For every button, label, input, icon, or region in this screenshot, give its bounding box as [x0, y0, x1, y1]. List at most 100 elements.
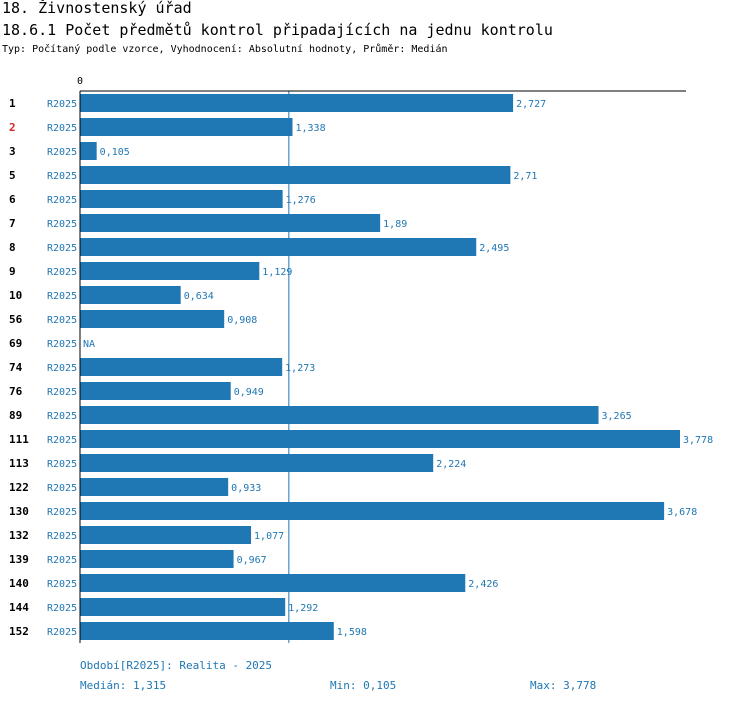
series-label: R2025 [47, 483, 77, 494]
category-label: 113 [9, 457, 29, 470]
data-label: 0,933 [231, 483, 261, 494]
series-label: R2025 [47, 267, 77, 278]
data-label: 1,89 [383, 219, 407, 230]
category-label: 2 [9, 121, 16, 134]
category-label: 9 [9, 265, 16, 278]
series-label: R2025 [47, 291, 77, 302]
category-label: 69 [9, 337, 22, 350]
series-label: R2025 [47, 363, 77, 374]
series-label: R2025 [47, 123, 77, 134]
data-label: NA [83, 339, 95, 350]
bar [80, 94, 514, 112]
category-label: 139 [9, 553, 29, 566]
footer-min: Min: 0,105 [330, 679, 397, 692]
bar [80, 118, 293, 136]
bar [80, 550, 234, 568]
category-label: 8 [9, 241, 16, 254]
data-label: 1,292 [288, 603, 318, 614]
category-label: 5 [9, 169, 16, 182]
axis-zero-label: 0 [77, 76, 83, 87]
bar [80, 382, 231, 400]
data-label: 1,598 [337, 627, 367, 638]
data-label: 0,967 [237, 555, 267, 566]
bar [80, 478, 229, 496]
bar [80, 574, 466, 592]
category-label: 3 [9, 145, 16, 158]
series-label: R2025 [47, 579, 77, 590]
data-label: 0,908 [227, 315, 257, 326]
bar [80, 238, 477, 256]
footer-max: Max: 3,778 [530, 679, 597, 692]
series-label: R2025 [47, 195, 77, 206]
category-label: 7 [9, 217, 16, 230]
data-label: 1,273 [285, 363, 315, 374]
series-label: R2025 [47, 171, 77, 182]
bar [80, 310, 225, 328]
series-label: R2025 [47, 603, 77, 614]
category-label: 1 [9, 97, 16, 110]
series-label: R2025 [47, 339, 77, 350]
series-label: R2025 [47, 627, 77, 638]
data-label: 1,077 [254, 531, 284, 542]
bar [80, 598, 286, 616]
bar [80, 502, 665, 520]
bar [80, 358, 283, 376]
bar [80, 622, 334, 640]
bar [80, 406, 599, 424]
category-label: 76 [9, 385, 23, 398]
bar [80, 526, 252, 544]
data-label: 1,338 [295, 123, 325, 134]
series-label: R2025 [47, 459, 77, 470]
data-label: 0,105 [100, 147, 130, 158]
category-label: 89 [9, 409, 22, 422]
data-label: 2,224 [436, 459, 466, 470]
data-label: 3,778 [683, 435, 713, 446]
category-label: 122 [9, 481, 29, 494]
series-label: R2025 [47, 387, 77, 398]
bar [80, 262, 260, 280]
series-label: R2025 [47, 555, 77, 566]
bar [80, 190, 283, 208]
bar [80, 166, 511, 184]
series-label: R2025 [47, 411, 77, 422]
series-label: R2025 [47, 531, 77, 542]
chart-subtitle: 18.6.1 Počet předmětů kontrol připadajíc… [2, 21, 553, 39]
series-label: R2025 [47, 435, 77, 446]
category-label: 132 [9, 529, 29, 542]
series-label: R2025 [47, 99, 77, 110]
footer-period: Období[R2025]: Realita - 2025 [80, 659, 273, 672]
page-title: 18. Živnostenský úřad [2, 0, 192, 17]
data-label: 2,426 [468, 579, 498, 590]
bar [80, 286, 181, 304]
category-label: 6 [9, 193, 16, 206]
footer-median: Medián: 1,315 [80, 679, 167, 692]
bar [80, 214, 381, 232]
chart-info: Typ: Počítaný podle vzorce, Vyhodnocení:… [2, 44, 448, 55]
bar [80, 430, 680, 448]
category-label: 111 [9, 433, 29, 446]
data-label: 2,71 [513, 171, 537, 182]
data-label: 0,634 [184, 291, 214, 302]
series-label: R2025 [47, 315, 77, 326]
category-label: 10 [9, 289, 22, 302]
data-label: 3,678 [667, 507, 697, 518]
data-label: 2,495 [479, 243, 509, 254]
data-label: 1,129 [262, 267, 292, 278]
series-label: R2025 [47, 507, 77, 518]
bar [80, 142, 97, 160]
category-label: 56 [9, 313, 23, 326]
series-label: R2025 [47, 243, 77, 254]
category-label: 140 [9, 577, 29, 590]
data-label: 0,949 [234, 387, 264, 398]
category-label: 144 [9, 601, 29, 614]
series-label: R2025 [47, 219, 77, 230]
category-label: 74 [9, 361, 23, 374]
category-label: 152 [9, 625, 29, 638]
category-label: 130 [9, 505, 29, 518]
data-label: 2,727 [516, 99, 546, 110]
data-label: 1,276 [286, 195, 316, 206]
data-label: 3,265 [602, 411, 632, 422]
series-label: R2025 [47, 147, 77, 158]
bar [80, 454, 434, 472]
